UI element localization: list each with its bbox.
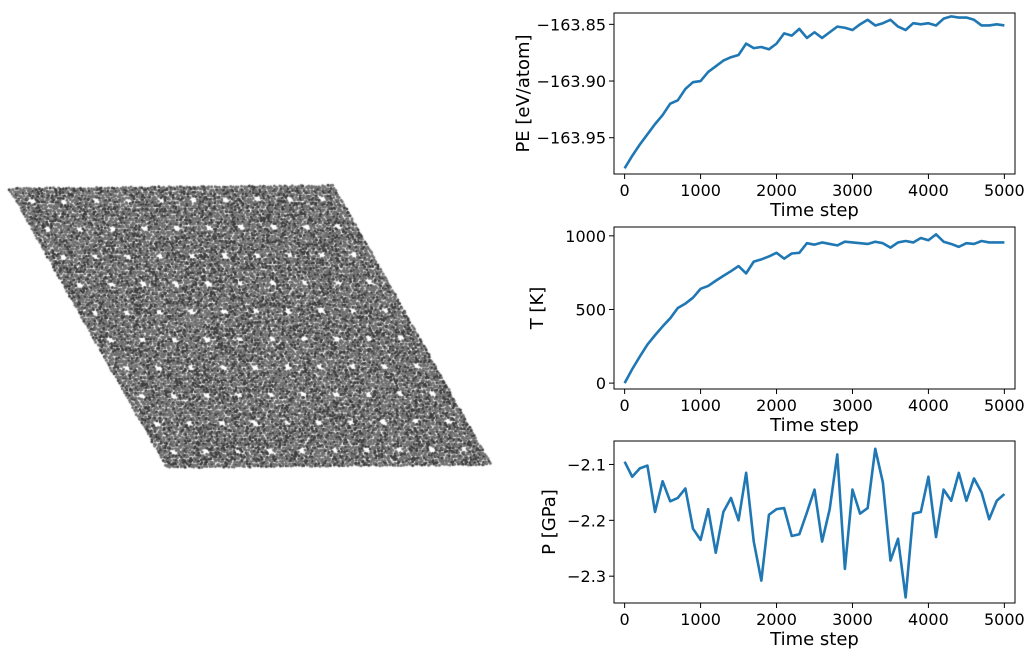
pe-x-tick-label: 1000 [680, 181, 721, 200]
p-x-tick-label: 1000 [680, 610, 721, 629]
temperature-plot: 0 1000 2000 3000 4000 5000 0 500 1000 Time step T … [527, 226, 1025, 436]
p-x-tick-label: 5000 [984, 610, 1025, 629]
t-y-tick-label: 0 [596, 374, 606, 393]
pe-y-tick-label: −163.95 [537, 129, 606, 148]
p-y-tick-label: −2.3 [567, 567, 606, 586]
t-x-axis-label: Time step [769, 415, 859, 436]
t-y-tick-label: 500 [575, 300, 606, 319]
pe-x-tick-label: 5000 [984, 181, 1025, 200]
p-x-tick-label: 3000 [832, 610, 873, 629]
pe-x-tick-label: 2000 [756, 181, 797, 200]
t-y-axis-label: T [K] [527, 287, 548, 331]
p-x-tick-label: 4000 [908, 610, 949, 629]
t-axes-frame [613, 226, 1016, 390]
t-x-tick-label: 3000 [832, 396, 873, 415]
p-axes-frame [613, 440, 1016, 604]
p-y-axis-label: P [GPa] [539, 489, 560, 555]
p-y-tick-label: −2.1 [567, 455, 606, 474]
pe-y-tick-label: −163.85 [537, 15, 606, 34]
pe-x-tick-label: 4000 [908, 181, 949, 200]
pe-series-line [623, 15, 1005, 170]
pe-plot: 0 1000 2000 3000 4000 5000 −163.95 −163.90 −163.… [513, 12, 1025, 221]
pe-y-axis-label: PE [eV/atom] [513, 34, 534, 152]
p-x-tick-label: 0 [620, 610, 630, 629]
pe-x-axis-label: Time step [769, 200, 859, 221]
pe-y-tick-label: −163.90 [537, 72, 606, 91]
t-x-tick-label: 0 [620, 396, 630, 415]
t-x-tick-label: 4000 [908, 396, 949, 415]
t-y-tick-label: 1000 [565, 227, 606, 246]
pressure-plot: 0 1000 2000 3000 4000 5000 −2.3 −2.2 −2.1 Time st… [539, 440, 1025, 650]
p-x-axis-label: Time step [769, 629, 859, 650]
pe-x-tick-label: 0 [620, 181, 630, 200]
p-x-tick-label: 2000 [756, 610, 797, 629]
t-x-tick-label: 5000 [984, 396, 1025, 415]
pe-axes-frame [613, 12, 1016, 175]
pe-x-tick-label: 3000 [832, 181, 873, 200]
p-y-tick-label: −2.2 [567, 511, 606, 530]
t-x-tick-label: 1000 [680, 396, 721, 415]
t-series-line [623, 233, 1005, 384]
t-x-tick-label: 2000 [756, 396, 797, 415]
p-series-line [623, 447, 1006, 599]
